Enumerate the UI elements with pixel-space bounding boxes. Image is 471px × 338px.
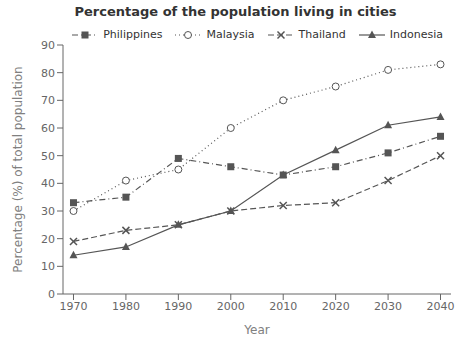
svg-text:2000: 2000 bbox=[217, 300, 245, 313]
html-text:Thailand: Thailand bbox=[298, 28, 346, 41]
svg-text:60: 60 bbox=[41, 122, 55, 135]
svg-text:Year: Year bbox=[243, 323, 269, 337]
svg-text:0: 0 bbox=[48, 288, 55, 301]
svg-text:90: 90 bbox=[41, 39, 55, 52]
svg-text:80: 80 bbox=[41, 67, 55, 80]
svg-text:10: 10 bbox=[41, 260, 55, 273]
html-text:Indonesia: Indonesia bbox=[389, 28, 443, 41]
html-text:Philippines: Philippines bbox=[103, 28, 163, 41]
svg-text:Percentage (%) of total popula: Percentage (%) of total population bbox=[11, 66, 25, 272]
svg-text:20: 20 bbox=[41, 233, 55, 246]
svg-text:2030: 2030 bbox=[374, 300, 402, 313]
html-text:Percentage of the population l: Percentage of the population living in c… bbox=[74, 4, 397, 19]
svg-text:1990: 1990 bbox=[164, 300, 192, 313]
svg-text:70: 70 bbox=[41, 94, 55, 107]
svg-text:30: 30 bbox=[41, 205, 55, 218]
html-text:Malaysia: Malaysia bbox=[206, 28, 255, 41]
svg-text:1970: 1970 bbox=[59, 300, 87, 313]
svg-text:1980: 1980 bbox=[112, 300, 140, 313]
svg-text:50: 50 bbox=[41, 150, 55, 163]
svg-text:2040: 2040 bbox=[427, 300, 455, 313]
svg-text:2020: 2020 bbox=[322, 300, 350, 313]
svg-text:2010: 2010 bbox=[269, 300, 297, 313]
svg-text:40: 40 bbox=[41, 177, 55, 190]
